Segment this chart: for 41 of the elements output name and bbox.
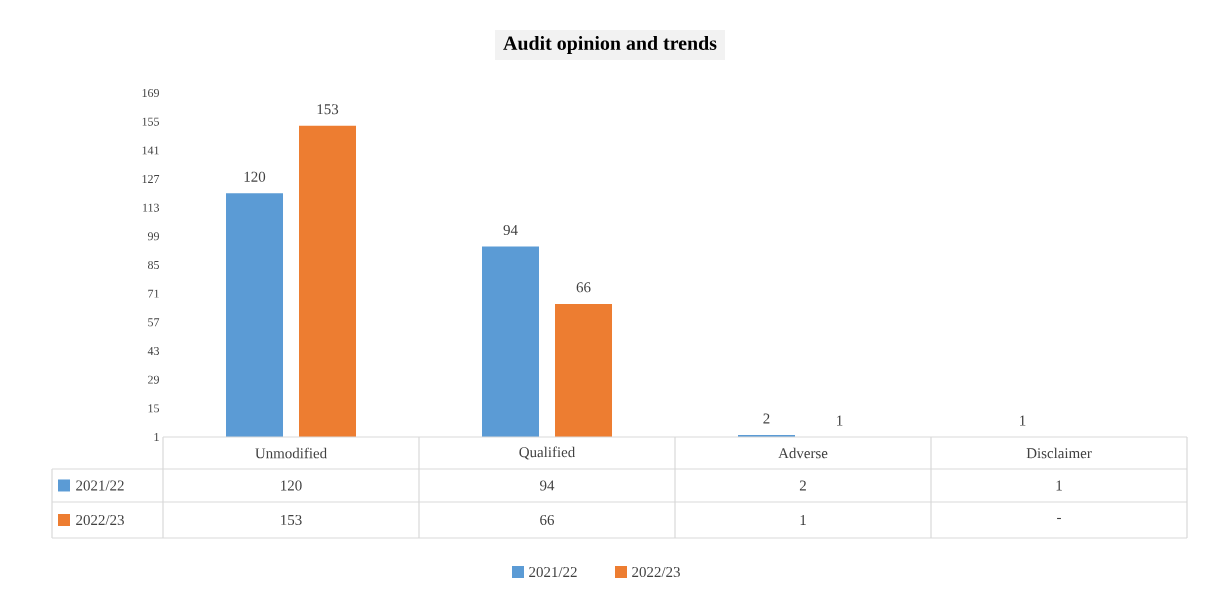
text: 66 <box>576 282 591 293</box>
text: 1 <box>1020 415 1026 426</box>
y-tick-label: 57 <box>148 318 160 327</box>
y-tick-label: 43 <box>147 346 160 355</box>
bar <box>555 303 613 437</box>
data-label: 2 <box>799 480 806 491</box>
text: - <box>1057 517 1061 520</box>
data-label: 94 <box>540 480 555 491</box>
x-tick-label: Adverse <box>778 447 828 459</box>
y-tick-label: 15 <box>148 404 160 413</box>
y-tick-label: 71 <box>148 289 159 298</box>
y-tick-label: 99 <box>147 232 159 241</box>
bar <box>482 246 540 437</box>
bar <box>299 125 357 437</box>
text: 153 <box>317 104 339 115</box>
data-label: 153 <box>281 514 302 525</box>
chart-title: Audit opinion and trends <box>503 35 717 55</box>
text: 2021/22 <box>529 566 577 578</box>
text: 2 <box>763 413 770 424</box>
legend-label: 2022/23 <box>632 566 680 578</box>
y-tick-label: 85 <box>147 260 160 270</box>
text: 2022/23 <box>76 514 124 526</box>
text: 1 <box>837 415 843 426</box>
y-tick-label: 141 <box>142 146 159 155</box>
legend-label: 2021/22 <box>76 480 124 491</box>
y-tick-label: 1 <box>154 433 159 441</box>
x-tick-label: Unmodified <box>255 447 327 459</box>
y-tick-label: 113 <box>143 203 160 212</box>
text: 120 <box>244 171 266 182</box>
x-tick-label: Qualified <box>519 446 576 460</box>
text: 94 <box>503 225 518 236</box>
data-label: 120 <box>281 480 302 491</box>
y-tick-label: 169 <box>142 88 159 97</box>
y-tick-label: 127 <box>142 175 160 183</box>
y-tick-label: 155 <box>142 117 160 126</box>
bar <box>226 193 284 437</box>
data-label: 1 <box>800 515 806 525</box>
data-label: 1 <box>1056 480 1062 491</box>
x-tick-label: Disclaimer <box>1026 447 1092 459</box>
y-tick-label: 29 <box>148 375 159 384</box>
data-label: 66 <box>540 514 555 525</box>
